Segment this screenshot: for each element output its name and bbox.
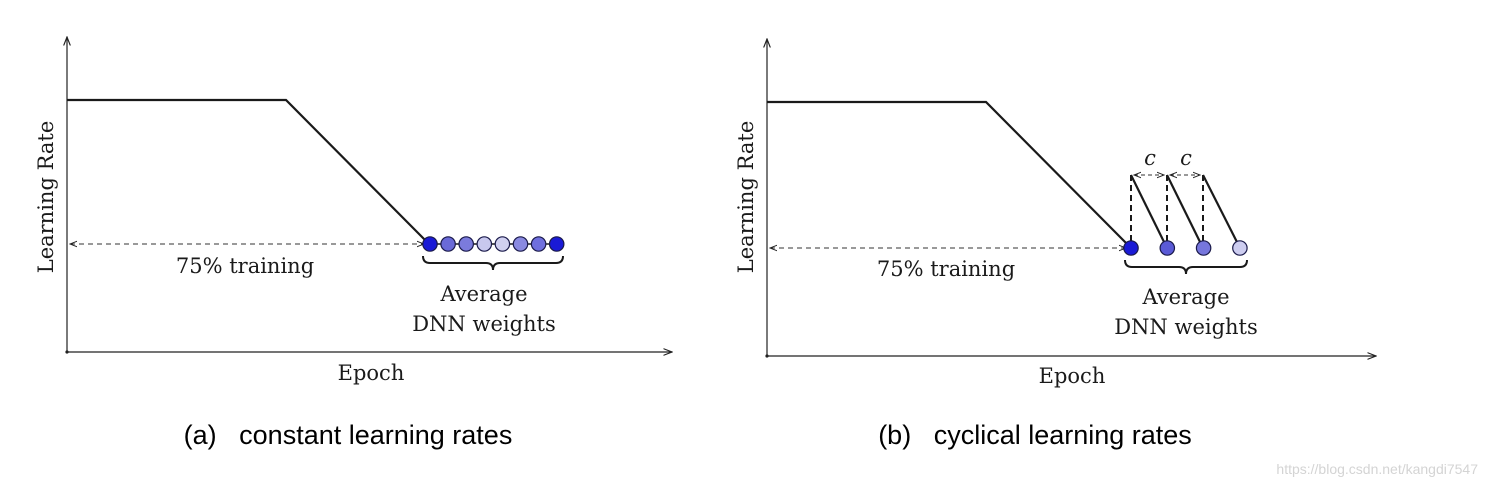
- brace-label-line1: Average: [439, 282, 527, 306]
- brace-label-line2: DNN weights: [1114, 315, 1258, 339]
- origin-dot: [65, 350, 69, 354]
- cycle-segment-3: [1202, 174, 1241, 249]
- weight-dot: [548, 236, 565, 252]
- watermark: https://blog.csdn.net/kangdi7547: [1276, 461, 1478, 477]
- brace: [422, 255, 564, 271]
- weight-dot: [1195, 240, 1212, 256]
- learning-rate-curve: [67, 98, 430, 245]
- weight-dot: [476, 236, 493, 252]
- weight-dot: [440, 236, 456, 252]
- weight-dot: [1123, 240, 1139, 256]
- origin-dot: [765, 354, 769, 358]
- weight-dot: [422, 236, 438, 252]
- weight-dots: [1123, 240, 1248, 256]
- y-axis-label: Learning Rate: [34, 121, 58, 274]
- diagram-b: c c 75% training Average DNN weights Lea…: [734, 39, 1376, 450]
- x-axis-label: Epoch: [1039, 364, 1106, 388]
- diagram-a: 75% training Average DNN weights Learnin…: [34, 37, 672, 450]
- span-label: 75% training: [176, 254, 314, 278]
- weight-dot: [512, 236, 529, 252]
- span-label: 75% training: [877, 257, 1015, 281]
- weight-dot: [1159, 240, 1176, 256]
- cycle-segment-1: [1130, 174, 1168, 249]
- brace-label-line2: DNN weights: [412, 312, 556, 336]
- cycle-label-2: c: [1180, 146, 1192, 170]
- weight-dot: [1232, 240, 1248, 256]
- x-axis-label: Epoch: [338, 361, 405, 385]
- brace-label-line1: Average: [1141, 285, 1229, 309]
- caption-a: (a) constant learning rates: [184, 420, 513, 450]
- learning-rate-curve: [767, 100, 1132, 249]
- weight-dot: [494, 236, 511, 252]
- cycle-segment-2: [1166, 174, 1204, 249]
- weight-dot: [458, 236, 474, 252]
- brace: [1124, 259, 1248, 275]
- caption-b: (b) cyclical learning rates: [878, 420, 1192, 450]
- weight-dots: [422, 236, 565, 252]
- cycle-label-1: c: [1144, 146, 1156, 170]
- y-axis-label: Learning Rate: [734, 121, 758, 274]
- weight-dot: [530, 236, 547, 252]
